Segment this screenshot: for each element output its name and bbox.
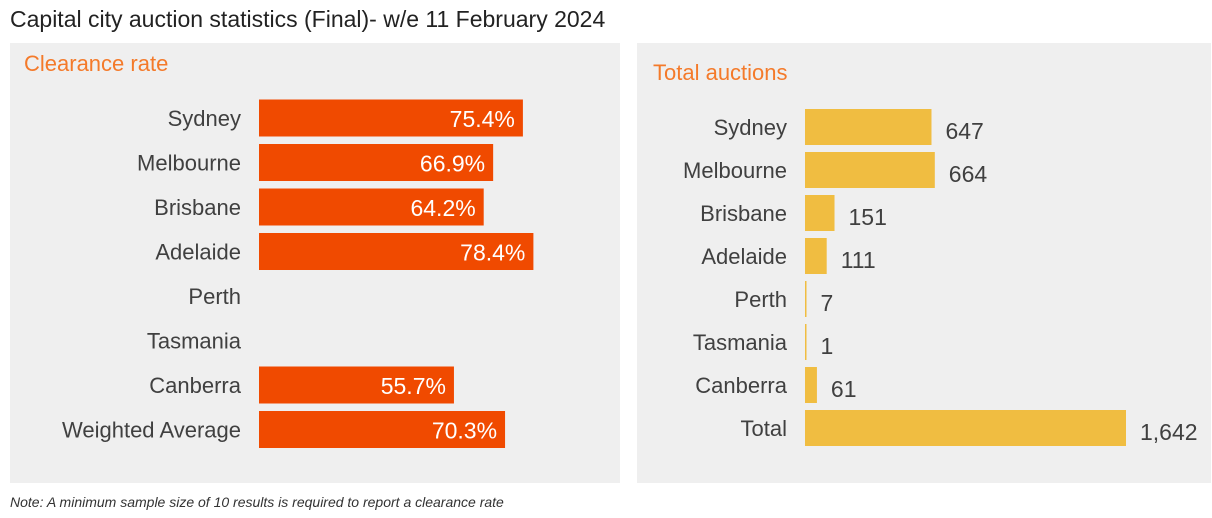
bar-total	[805, 410, 1126, 446]
clearance-rate-panel: Clearance rate Sydney 75.4% Melbourne 66.9%…	[10, 43, 620, 483]
value-label-tasmania: 1	[821, 333, 834, 359]
category-label-total: Total	[741, 416, 787, 441]
footnote: Note: A minimum sample size of 10 result…	[10, 494, 504, 510]
category-label-sydney: Sydney	[714, 115, 787, 140]
category-label-tasmania: Tasmania	[147, 329, 242, 354]
category-label-brisbane: Brisbane	[154, 195, 241, 220]
category-label-weighted-average: Weighted Average	[62, 418, 241, 443]
value-label-canberra: 55.7%	[381, 373, 446, 399]
value-label-weighted-average: 70.3%	[432, 418, 497, 444]
category-label-canberra: Canberra	[695, 373, 787, 398]
value-label-sydney: 75.4%	[450, 106, 515, 132]
bar-melbourne	[259, 144, 494, 181]
bar-brisbane	[805, 195, 835, 231]
value-label-brisbane: 151	[849, 204, 887, 230]
category-label-perth: Perth	[188, 284, 241, 309]
bar-adelaide	[259, 233, 534, 270]
value-label-total: 1,642	[1140, 419, 1198, 445]
bar-canberra	[259, 366, 454, 404]
category-label-melbourne: Melbourne	[137, 151, 241, 176]
clearance-rate-chart: Sydney 75.4% Melbourne 66.9% Brisbane 64.2% Ad…	[62, 99, 534, 448]
value-label-adelaide: 78.4%	[460, 240, 525, 266]
total-auctions-panel: Total auctions Sydney 647 Melbourne 664 Bris…	[637, 43, 1211, 483]
bar-weighted-average	[259, 411, 506, 448]
category-label-brisbane: Brisbane	[700, 201, 787, 226]
value-label-melbourne: 664	[949, 161, 988, 187]
bar-sydney	[259, 99, 523, 137]
category-label-perth: Perth	[734, 287, 787, 312]
total-auctions-title: Total auctions	[653, 60, 788, 85]
category-label-canberra: Canberra	[149, 373, 241, 398]
bar-perth	[805, 281, 807, 317]
bar-sydney	[805, 109, 932, 145]
category-label-adelaide: Adelaide	[701, 244, 787, 269]
category-label-tasmania: Tasmania	[693, 330, 788, 355]
value-label-melbourne: 66.9%	[420, 151, 485, 177]
category-label-adelaide: Adelaide	[155, 240, 241, 265]
value-label-adelaide: 111	[841, 247, 876, 273]
value-label-sydney: 647	[945, 118, 983, 144]
bar-canberra	[805, 367, 817, 403]
value-label-canberra: 61	[831, 376, 857, 402]
bar-tasmania	[805, 324, 807, 360]
bar-adelaide	[805, 238, 827, 274]
bar-melbourne	[805, 152, 935, 188]
value-label-perth: 7	[821, 290, 834, 316]
clearance-rate-title: Clearance rate	[24, 51, 169, 76]
bar-brisbane	[259, 188, 484, 226]
category-label-sydney: Sydney	[168, 106, 241, 131]
value-label-brisbane: 64.2%	[410, 195, 475, 221]
total-auctions-chart: Sydney 647 Melbourne 664 Brisbane 151 Adelaide…	[683, 109, 1198, 446]
page-title: Capital city auction statistics (Final)-…	[10, 6, 606, 32]
category-label-melbourne: Melbourne	[683, 158, 787, 183]
